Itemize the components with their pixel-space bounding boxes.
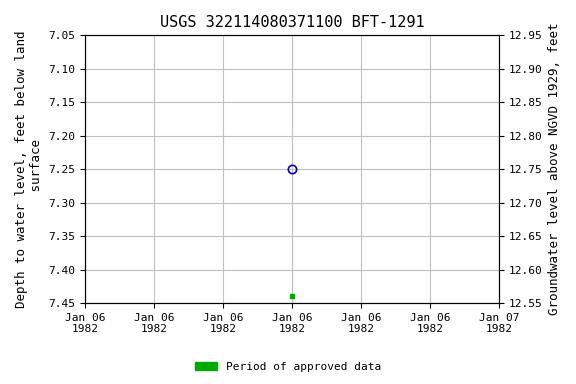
Title: USGS 322114080371100 BFT-1291: USGS 322114080371100 BFT-1291: [160, 15, 425, 30]
Legend: Period of approved data: Period of approved data: [191, 358, 385, 377]
Y-axis label: Groundwater level above NGVD 1929, feet: Groundwater level above NGVD 1929, feet: [548, 23, 561, 316]
Y-axis label: Depth to water level, feet below land
 surface: Depth to water level, feet below land su…: [15, 30, 43, 308]
